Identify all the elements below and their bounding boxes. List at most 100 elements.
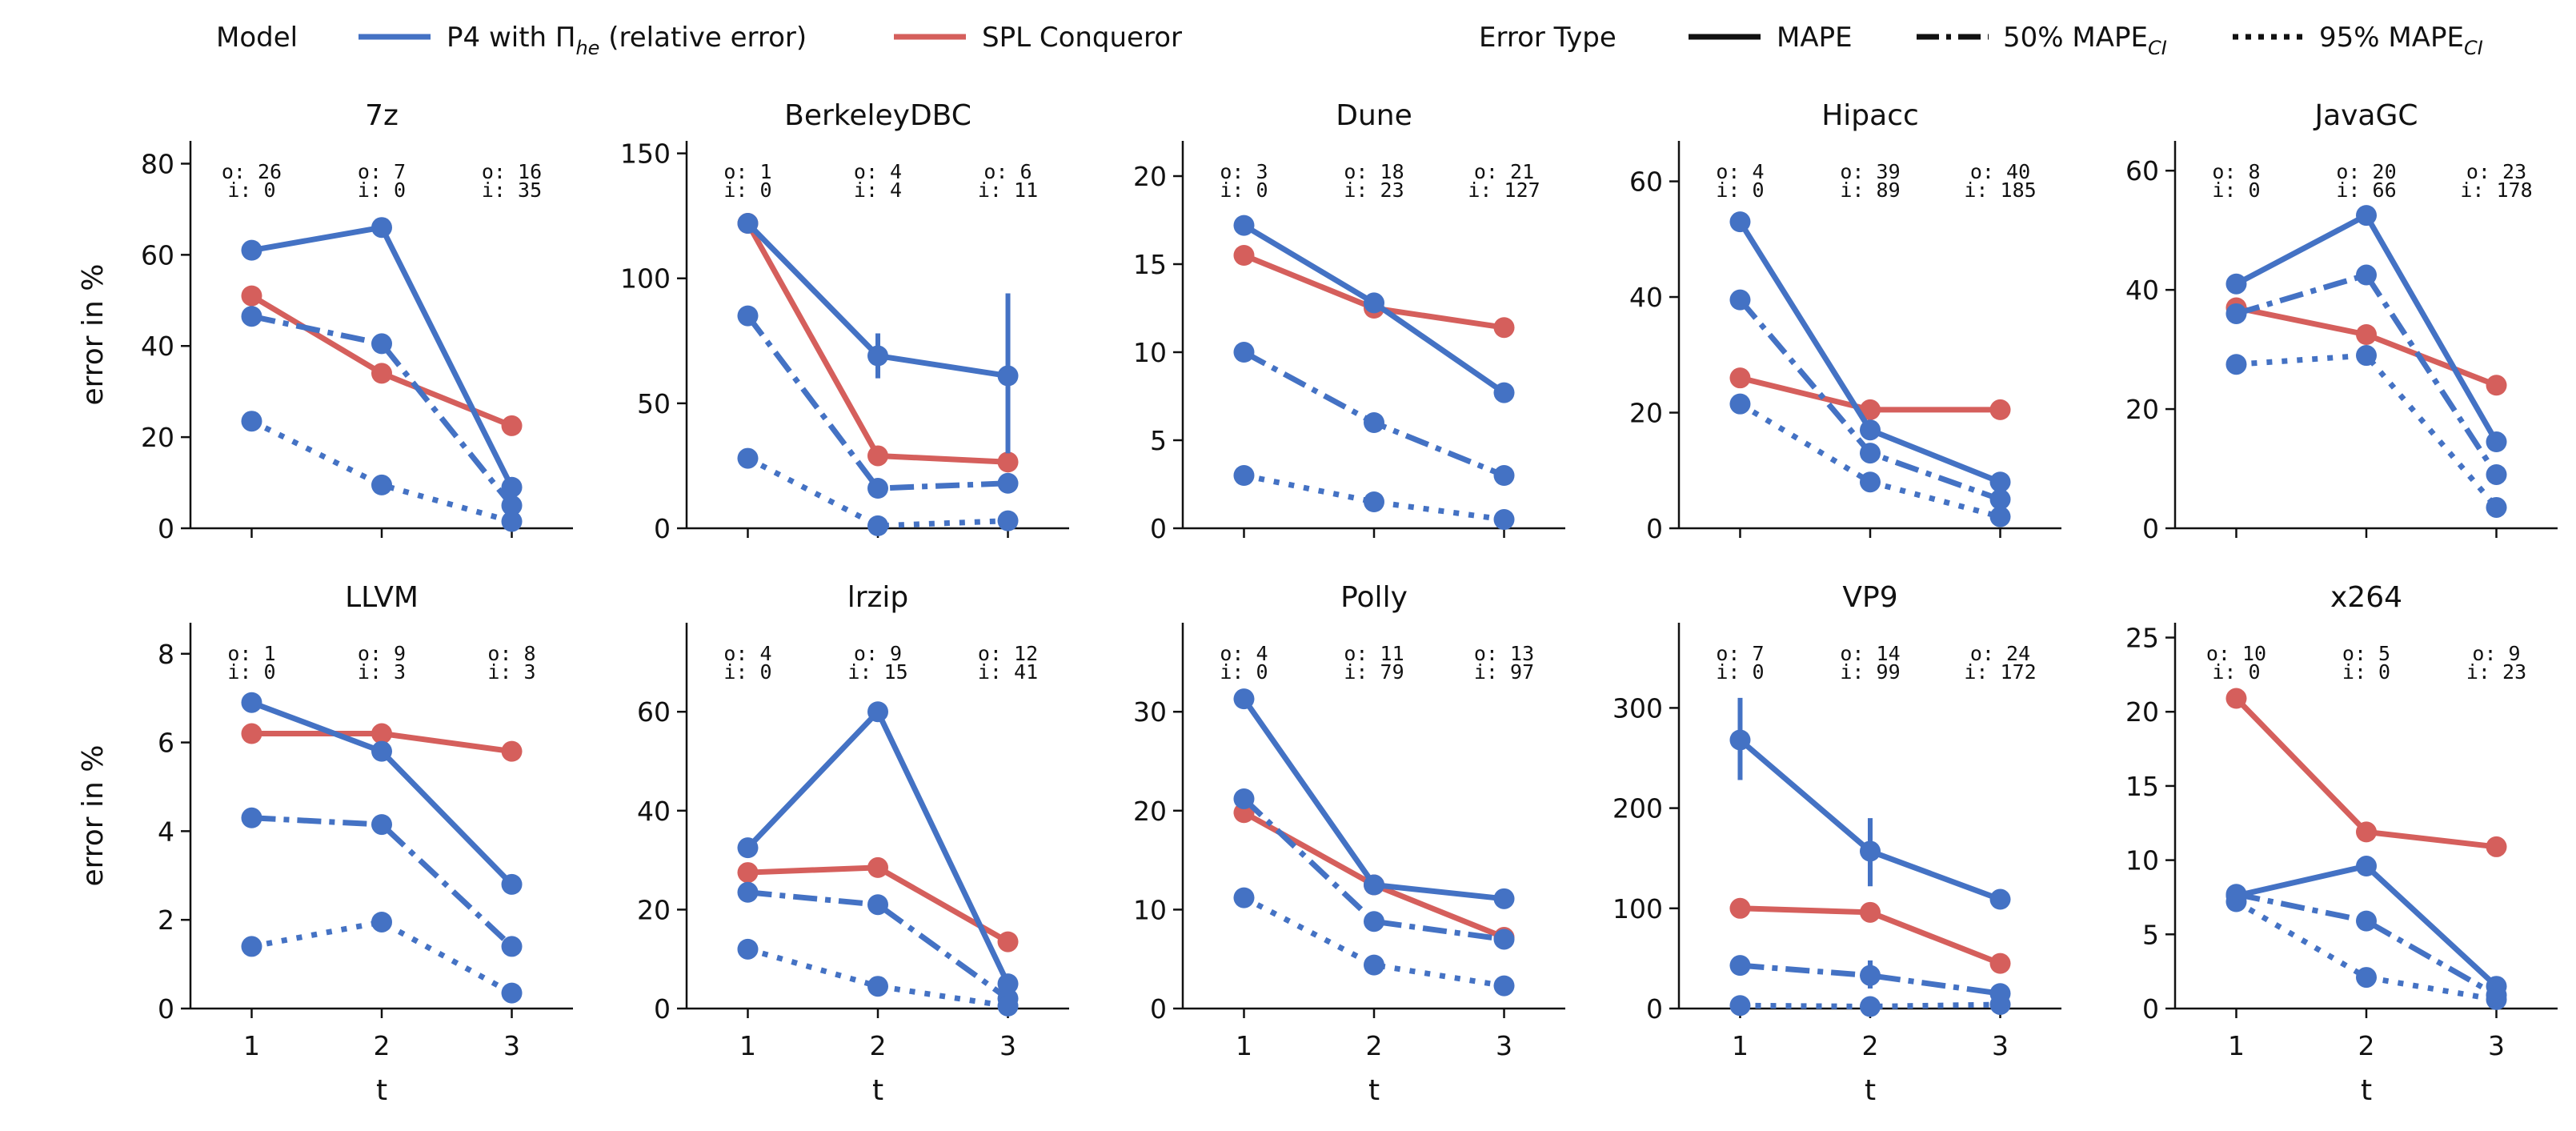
p4-ci50-point	[1860, 443, 1881, 464]
y-tick-label: 40	[2125, 275, 2159, 306]
p4-mape-point	[1860, 419, 1881, 441]
panel-title: BerkeleyDBC	[784, 99, 972, 132]
outlier-count: o: 12	[978, 642, 1038, 665]
p4-mape-point	[867, 701, 888, 723]
p4-ci95-point	[1233, 887, 1255, 908]
inlier-count: i: 0	[723, 178, 771, 202]
panel-hipacc: Hipacc 0 20 40 60 o: 4i: 0 o: 39i: 89 o: 40i: 1…	[1629, 99, 2061, 544]
y-tick-label: 6	[158, 728, 174, 759]
inlier-count: i: 0	[2212, 660, 2260, 684]
p4-ci95-point	[1989, 506, 2011, 527]
p4-mape-point	[241, 692, 262, 713]
spl-mape-point	[2225, 688, 2247, 709]
p4-ci50-point	[2225, 303, 2247, 324]
spl-mape-point	[1233, 245, 1255, 266]
p4-ci50-point	[1233, 788, 1255, 809]
p4-ci50-point	[501, 495, 523, 516]
inlier-count: i: 35	[482, 178, 542, 202]
p4-mape-point	[2356, 205, 2377, 227]
legend-label-ci95: 95% MAPECI	[2319, 22, 2483, 59]
p4-mape-point	[737, 837, 759, 859]
y-tick-label: 25	[2125, 623, 2159, 654]
p4-ci95-line	[250, 419, 513, 524]
p4-ci95-point	[2356, 345, 2377, 367]
inlier-count: i: 0	[227, 178, 275, 202]
panel-vp9: VP9 0 100 200 300 1 2 3 t o: 7i: 0 o: 14i: 99 o: 24…	[1613, 581, 2061, 1107]
inlier-count: i: 89	[1840, 178, 1900, 202]
spl-mape-point	[241, 723, 262, 744]
y-tick-label: 5	[2142, 919, 2159, 950]
inlier-count: i: 0	[2212, 178, 2260, 202]
inlier-count: i: 0	[1716, 660, 1764, 684]
inlier-count: i: 0	[2342, 660, 2390, 684]
spl-mape-point	[867, 445, 888, 467]
spl-mape-point	[2486, 375, 2507, 396]
p4-ci95-point	[2356, 967, 2377, 989]
outlier-count: o: 8	[2212, 160, 2260, 183]
p4-ci50-line	[251, 815, 514, 949]
inlier-count: i: 3	[358, 660, 406, 684]
y-tick-label: 0	[654, 993, 671, 1025]
y-tick-label: 150	[620, 138, 671, 170]
p4-ci95-point	[2225, 891, 2247, 912]
p4-ci50-point	[2356, 264, 2377, 286]
inlier-count: i: 172	[1964, 660, 2036, 684]
p4-mape-point	[2225, 273, 2247, 295]
p4-mape-line	[745, 708, 1011, 985]
y-tick-label: 15	[2125, 771, 2159, 802]
outlier-count: o: 14	[1840, 642, 1900, 665]
p4-mape-point	[1364, 874, 1384, 896]
y-tick-label: 50	[637, 388, 671, 419]
inlier-count: i: 3	[487, 660, 535, 684]
p4-ci95-point	[1493, 975, 1515, 997]
outlier-count: o: 4	[723, 642, 771, 665]
y-tick-label: 0	[2142, 513, 2159, 544]
x-axis-label: t	[2361, 1074, 2372, 1107]
y-tick-label: 0	[2142, 993, 2159, 1025]
outlier-count: o: 7	[358, 160, 406, 183]
inlier-count: i: 15	[847, 660, 907, 684]
p4-mape-point	[737, 213, 759, 235]
p4-ci95-point	[501, 982, 523, 1004]
p4-ci50-point	[1729, 289, 1751, 311]
panel-title: 7z	[365, 99, 399, 132]
p4-ci95-point	[371, 911, 392, 932]
p4-ci95-point	[1729, 393, 1751, 415]
inlier-count: i: 4	[854, 178, 902, 202]
p4-ci50-point	[2486, 463, 2507, 485]
p4-ci95-point	[241, 936, 262, 957]
spl-mape-point	[737, 862, 759, 884]
x-tick-label: 3	[1496, 1030, 1512, 1061]
panel-title: Hipacc	[1821, 99, 1919, 132]
panel-title: JavaGC	[2313, 99, 2418, 132]
outlier-count: o: 24	[1970, 642, 2030, 665]
outlier-count: o: 18	[1344, 160, 1404, 183]
p4-ci50-point	[2356, 910, 2377, 932]
legend-title-error-type: Error Type	[1479, 22, 1617, 54]
x-tick-label: 2	[1366, 1030, 1383, 1061]
y-tick-label: 20	[1133, 161, 1167, 192]
p4-ci95-point	[1233, 465, 1255, 486]
outlier-count: o: 10	[2206, 642, 2266, 665]
p4-ci50-point	[1729, 955, 1751, 977]
y-tick-label: 20	[637, 894, 671, 925]
p4-ci50-point	[241, 807, 262, 828]
p4-mape-point	[2356, 856, 2377, 877]
y-axis-label: error in %	[77, 263, 110, 405]
y-tick-label: 0	[654, 513, 671, 544]
p4-ci50-point	[501, 936, 523, 957]
x-tick-label: 1	[1236, 1030, 1252, 1061]
x-tick-label: 3	[1992, 1030, 2009, 1061]
y-tick-label: 10	[2125, 845, 2159, 876]
p4-ci50-point	[867, 894, 888, 916]
inlier-count: i: 0	[723, 660, 771, 684]
spl-mape-point	[1493, 317, 1515, 339]
p4-ci50-point	[867, 478, 888, 499]
p4-ci50-point	[1364, 412, 1384, 433]
x-axis-label: t	[1865, 1074, 1876, 1107]
outlier-count: o: 1	[723, 160, 771, 183]
